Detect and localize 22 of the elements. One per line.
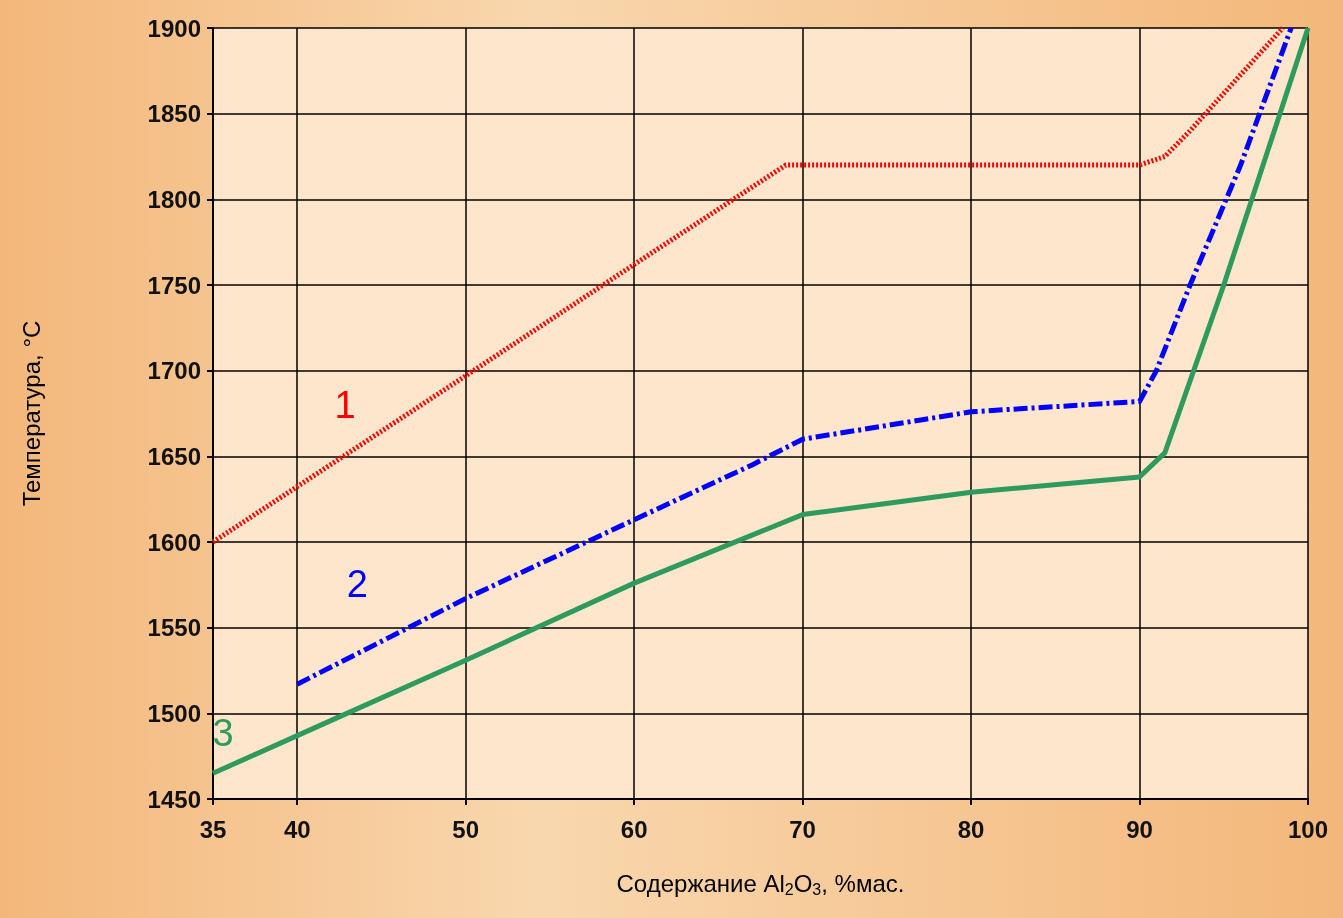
y-tick-label: 1600 <box>147 528 201 556</box>
series-label: 2 <box>346 563 368 606</box>
x-tick-label: 90 <box>1126 815 1153 843</box>
x-tick-label: 100 <box>1287 815 1329 843</box>
x-tick-label: 50 <box>452 815 480 843</box>
x-tick-label: 60 <box>620 815 648 843</box>
y-axis-title: Температура, °C <box>17 320 45 507</box>
y-tick-label: 1700 <box>147 357 201 385</box>
y-tick-label: 1650 <box>147 442 201 470</box>
x-tick-label: 40 <box>283 815 311 843</box>
y-tick-label: 1850 <box>147 100 201 128</box>
series-label: 1 <box>334 384 356 426</box>
x-tick-label: 70 <box>789 815 816 843</box>
x-tick-label: 35 <box>199 815 227 843</box>
x-tick-label: 80 <box>957 815 985 843</box>
y-tick-label: 1550 <box>147 614 201 642</box>
y-tick-label: 1900 <box>147 14 201 42</box>
y-tick-label: 1800 <box>147 185 201 213</box>
series-label: 3 <box>212 712 234 755</box>
y-tick-label: 1750 <box>147 271 201 299</box>
y-tick-label: 1450 <box>147 785 201 813</box>
y-tick-label: 1500 <box>147 699 201 727</box>
